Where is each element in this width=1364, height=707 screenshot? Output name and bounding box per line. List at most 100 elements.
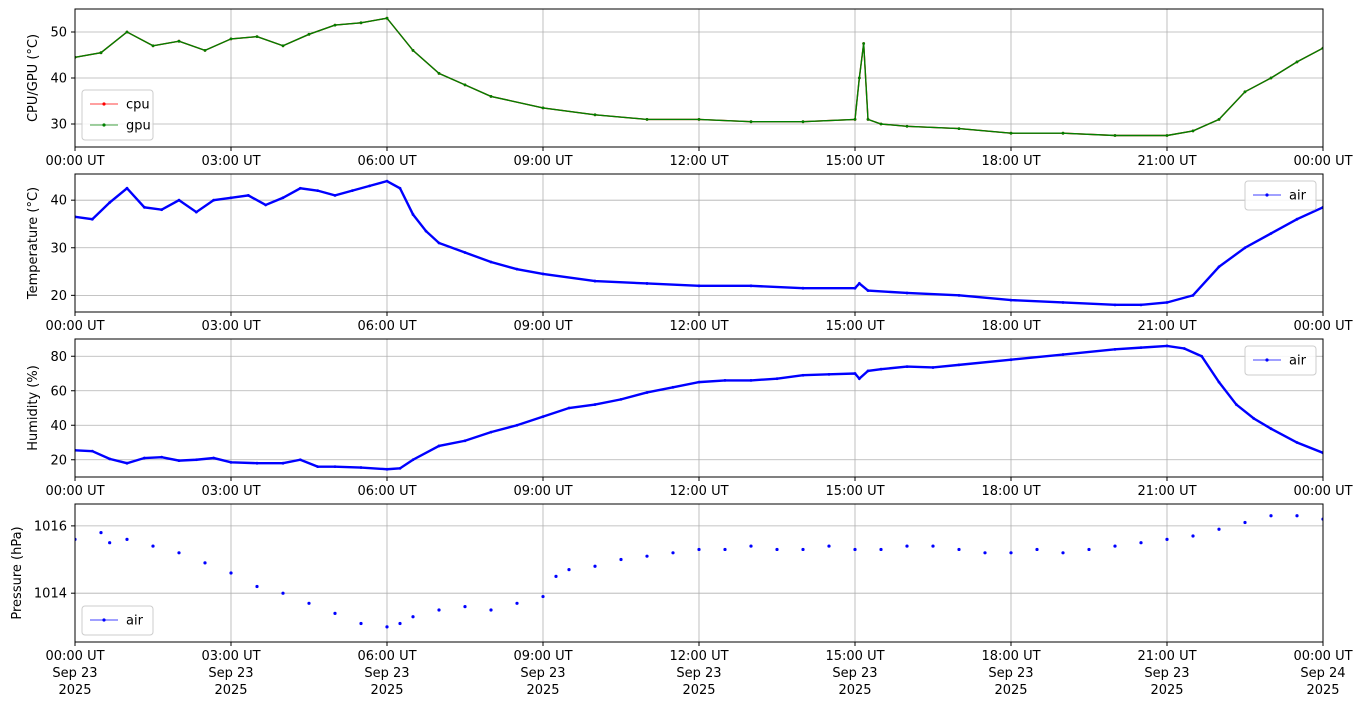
- data-point-air: [160, 455, 164, 459]
- data-point-air: [108, 541, 112, 545]
- data-point-air: [281, 461, 285, 465]
- data-point-air: [1139, 303, 1143, 307]
- data-point-air: [1295, 514, 1299, 518]
- x-tick-year-label: 2025: [838, 683, 871, 698]
- data-point-air: [905, 544, 909, 548]
- data-point-air: [90, 217, 94, 221]
- data-point-air: [229, 460, 233, 464]
- data-point-air: [359, 466, 363, 469]
- x-tick-label: 15:00 UT: [825, 649, 884, 664]
- x-tick-date-label: Sep 23: [988, 666, 1033, 681]
- data-point-air: [723, 379, 727, 382]
- subplot-3: 20 40 60 80 00:00 UT 03:00 UT 06:00 UT 09:00 UT…: [26, 338, 1353, 499]
- data-point-gpu: [1009, 131, 1013, 135]
- data-point-air: [255, 461, 259, 465]
- data-point-gpu: [333, 23, 337, 27]
- data-point-air: [368, 184, 372, 188]
- data-point-air: [905, 291, 909, 295]
- legend-box: [81, 605, 154, 636]
- data-point-air: [931, 366, 935, 369]
- x-tick-year-label: 2025: [682, 683, 715, 698]
- data-point-air: [1113, 544, 1117, 548]
- data-point-air: [619, 557, 623, 562]
- data-point-gpu: [385, 16, 389, 20]
- data-point-air: [298, 186, 302, 190]
- data-point-gpu: [203, 49, 207, 52]
- data-point-gpu: [645, 118, 649, 121]
- data-point-air: [411, 458, 415, 462]
- subplot-1: 30 40 50 00:00 UT 03:00 UT 06:00 UT 09:00 UT 12…: [26, 8, 1353, 169]
- data-point-gpu: [862, 42, 866, 45]
- x-tick-label: 09:00 UT: [513, 154, 572, 169]
- data-point-air: [1191, 293, 1195, 297]
- data-point-air: [671, 385, 675, 389]
- series-line-air: [75, 179, 1323, 307]
- x-tick-label: 00:00 UT: [45, 319, 104, 334]
- data-point-air: [1061, 353, 1065, 356]
- legend-marker-gpu: [102, 123, 106, 127]
- data-point-gpu: [593, 113, 597, 117]
- x-tick-label: 18:00 UT: [981, 319, 1040, 334]
- data-point-air: [489, 608, 493, 612]
- data-point-air: [203, 561, 207, 565]
- data-point-air: [879, 547, 883, 552]
- x-tick-label: 09:00 UT: [513, 484, 572, 499]
- data-point-air: [246, 194, 250, 197]
- data-point-air: [437, 241, 441, 245]
- data-point-air: [593, 564, 597, 568]
- data-point-air: [489, 260, 493, 264]
- data-point-air: [1139, 346, 1143, 350]
- data-point-air: [957, 293, 961, 297]
- x-tick-label: 00:00 UT: [1293, 154, 1352, 169]
- series-line-gpu: [75, 17, 1323, 137]
- x-tick-label: 00:00 UT: [1293, 319, 1352, 334]
- y-tick-label: 20: [50, 289, 67, 304]
- data-point-air: [1191, 534, 1195, 538]
- data-point-air: [827, 372, 831, 376]
- data-point-gpu: [879, 122, 883, 126]
- data-point-air: [177, 551, 181, 555]
- data-point-gpu: [905, 124, 909, 128]
- x-tick-date-label: Sep 24: [1300, 666, 1345, 681]
- x-tick-year-label: 2025: [214, 683, 247, 698]
- data-point-air: [541, 415, 545, 419]
- data-point-air: [463, 605, 467, 609]
- data-point-air: [931, 544, 935, 548]
- data-point-air: [385, 179, 389, 183]
- data-point-air: [316, 189, 320, 193]
- data-point-air: [316, 465, 320, 469]
- subplot-2: 20 30 40 00:00 UT 03:00 UT 06:00 UT 09:00 UT 12…: [26, 173, 1353, 334]
- data-point-air: [463, 251, 467, 254]
- data-point-gpu: [359, 21, 363, 25]
- x-tick-label: 09:00 UT: [513, 649, 572, 664]
- data-point-air: [593, 403, 597, 406]
- data-point-air: [1182, 347, 1186, 350]
- legend: cpu gpu: [81, 89, 154, 141]
- x-tick-label: 18:00 UT: [981, 154, 1040, 169]
- data-point-gpu: [957, 127, 961, 130]
- x-tick-date-label: Sep 23: [1144, 666, 1189, 681]
- data-point-air: [385, 625, 389, 629]
- legend-box: [1244, 180, 1317, 211]
- data-point-gpu: [125, 30, 129, 34]
- data-point-air: [671, 551, 675, 555]
- x-tick-year-label: 2025: [370, 683, 403, 698]
- x-tick-label: 00:00 UT: [45, 154, 104, 169]
- x-tick-date-label: Sep 23: [676, 666, 721, 681]
- x-tick-label: 03:00 UT: [201, 154, 260, 169]
- data-point-air: [749, 544, 753, 548]
- data-point-air: [905, 365, 909, 368]
- data-point-air: [108, 457, 112, 461]
- x-tick-label: 06:00 UT: [357, 319, 416, 334]
- data-point-air: [697, 380, 701, 384]
- data-point-air: [194, 458, 198, 462]
- data-point-air: [775, 547, 779, 552]
- data-point-air: [1165, 344, 1169, 348]
- data-point-gpu: [749, 120, 753, 124]
- data-point-gpu: [1217, 118, 1221, 121]
- data-point-air: [541, 594, 545, 599]
- data-point-air: [1243, 246, 1247, 250]
- data-point-air: [1009, 298, 1013, 302]
- data-point-air: [411, 213, 415, 216]
- data-point-air: [749, 284, 753, 288]
